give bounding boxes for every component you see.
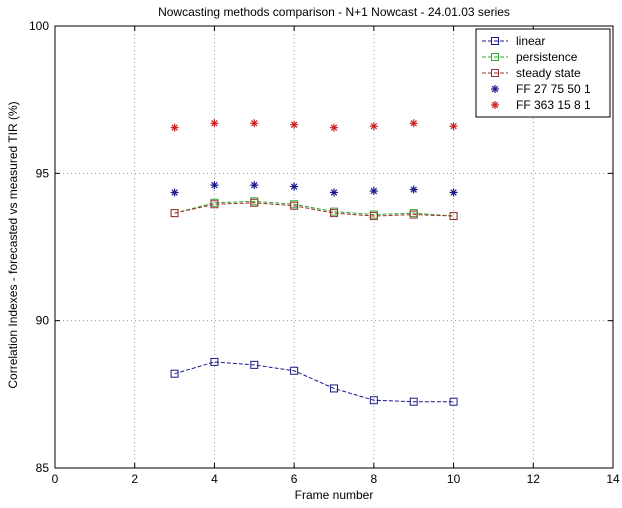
legend-entry: persistence [482, 50, 578, 64]
data-point [250, 360, 259, 369]
data-point [449, 397, 458, 406]
x-tick-label: 2 [131, 472, 138, 486]
x-tick-label: 4 [211, 472, 218, 486]
legend-label: FF 27 75 50 1 [516, 82, 591, 96]
data-point [210, 181, 219, 190]
x-tick-label: 0 [52, 472, 59, 486]
legend-entry: FF 27 75 50 1 [491, 82, 591, 96]
data-point [170, 123, 179, 132]
data-point [369, 122, 378, 131]
data-point [250, 181, 259, 190]
chart-title: Nowcasting methods comparison - N+1 Nowc… [158, 5, 510, 19]
data-point [330, 188, 338, 197]
legend-label: linear [516, 34, 545, 48]
x-tick-label: 12 [527, 472, 541, 486]
x-tick-label: 6 [291, 472, 298, 486]
star-stroke [370, 122, 378, 130]
data-point [449, 188, 458, 197]
legend-marker [491, 101, 499, 109]
data-point [409, 185, 418, 194]
series-line [174, 202, 454, 217]
plot-frame [54, 25, 614, 469]
star-stroke [330, 189, 338, 196]
data-point [170, 188, 179, 197]
y-axis-label: Correlation Indexes - forecasted vs meas… [6, 101, 20, 388]
legend-marker [491, 69, 499, 77]
series-2 [170, 198, 458, 221]
data-point [330, 123, 338, 132]
star-stroke [211, 120, 218, 127]
data-point [449, 212, 458, 221]
data-point [170, 369, 179, 378]
legend-entry: linear [482, 34, 545, 48]
star-stroke [171, 189, 178, 196]
star-stroke [290, 121, 298, 128]
data-point [290, 182, 299, 191]
data-point [330, 209, 338, 218]
legend-marker [491, 37, 499, 45]
x-tick-label: 8 [371, 472, 378, 486]
x-tick-label: 10 [447, 472, 461, 486]
star-stroke [211, 181, 218, 189]
series-0 [170, 357, 458, 406]
y-tick-label: 85 [36, 461, 50, 475]
star-stroke [171, 124, 178, 131]
series-layer [170, 119, 458, 406]
legend-entry: steady state [482, 66, 581, 80]
y-tick-label: 100 [29, 19, 49, 33]
series-line [174, 361, 454, 403]
data-point [409, 397, 418, 406]
star-stroke [330, 124, 338, 131]
series-4 [170, 119, 458, 132]
series-line [174, 200, 454, 217]
legend-marker [491, 85, 499, 93]
star-stroke [491, 101, 499, 109]
legend: linear persistence steady state FF 27 75 50… [475, 28, 611, 118]
data-point [210, 200, 219, 209]
data-point [369, 212, 378, 221]
data-point [210, 357, 219, 366]
star-stroke [410, 186, 417, 193]
legend-label: FF 363 15 8 1 [516, 98, 591, 112]
data-point [330, 384, 338, 393]
series-3 [170, 181, 458, 197]
data-point [409, 119, 418, 128]
legend-label: steady state [516, 66, 581, 80]
data-point [290, 366, 299, 375]
data-point [409, 210, 418, 219]
data-point [369, 396, 378, 405]
star-stroke [450, 122, 457, 130]
x-axis-label: Frame number [295, 488, 374, 502]
star-stroke [450, 189, 457, 196]
data-point [250, 119, 259, 128]
legend-marker [491, 53, 499, 61]
y-tick-label: 95 [36, 166, 50, 180]
star-stroke [410, 120, 417, 127]
star-stroke [251, 181, 258, 189]
data-point [449, 122, 458, 131]
y-tick-label: 90 [36, 314, 50, 328]
legend-label: persistence [516, 50, 578, 64]
data-point [210, 119, 219, 128]
data-point [290, 201, 299, 210]
star-stroke [491, 85, 499, 93]
star-stroke [251, 120, 258, 127]
x-tick-label: 14 [606, 472, 620, 486]
data-point [369, 187, 378, 196]
grid-layer [55, 26, 613, 468]
data-point [170, 209, 179, 218]
legend-entry: FF 363 15 8 1 [491, 98, 591, 112]
data-point [250, 198, 259, 207]
star-stroke [290, 183, 298, 190]
data-point [290, 120, 299, 129]
tick-layer: 0 2 4 6 8 10 12 14 85 90 95 100 [29, 19, 620, 486]
star-stroke [370, 187, 378, 195]
